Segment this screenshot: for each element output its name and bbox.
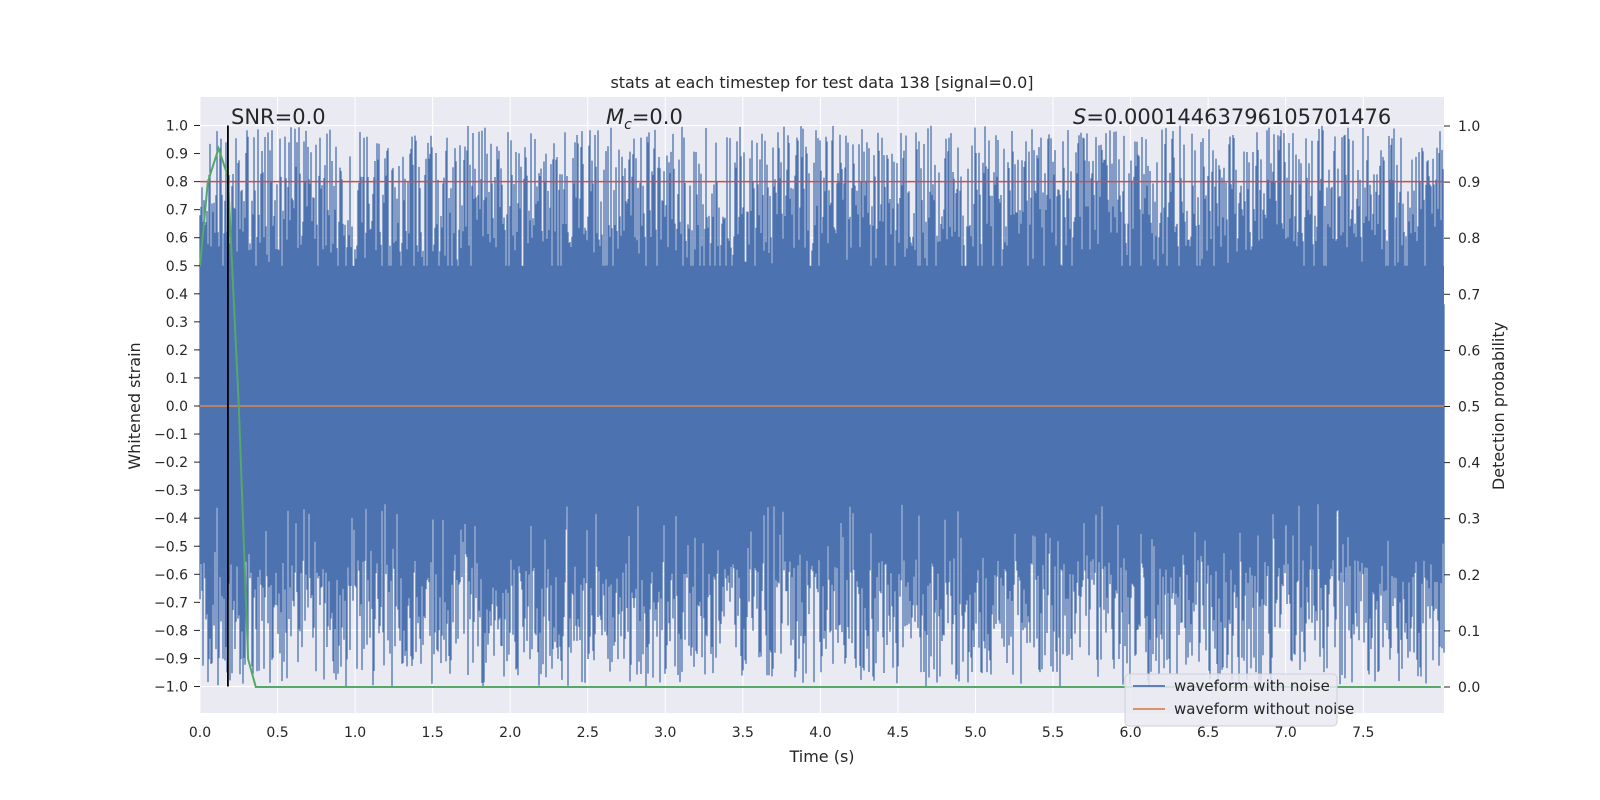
mc-annotation: Mc=0.0: [606, 105, 683, 133]
y-tick-label: −0.7: [154, 595, 188, 611]
y-ticks: 1.0 0.9 0.8 0.7 0.6 0.5 0.4 0.3 0.2 0.1 0.0 −0.1 −0.…: [154, 119, 200, 696]
x-tick-label: 6.0: [1119, 725, 1141, 741]
chart-title: stats at each timestep for test data 138…: [610, 73, 1033, 92]
y-tick-label: −0.9: [154, 651, 188, 667]
s-value: =0.00014463796105701476: [1086, 105, 1391, 129]
y2-tick-label: 0.6: [1458, 343, 1480, 359]
y-tick-label: 0.6: [166, 231, 188, 247]
noise-series: [199, 125, 1445, 687]
line-series: [199, 125, 1444, 688]
y-tick-label: 0.7: [166, 203, 188, 219]
y2-tick-label: 0.5: [1458, 400, 1480, 416]
y-tick-label: 0.9: [166, 147, 188, 163]
y2-tick-label: 1.0: [1458, 119, 1480, 135]
x-tick-label: 3.0: [654, 725, 676, 741]
mc-value: =0.0: [632, 105, 683, 129]
y2-axis-label: Detection probability: [1489, 322, 1508, 490]
y2-tick-label: 0.9: [1458, 175, 1480, 191]
y2-ticks: 1.0 0.9 0.8 0.7 0.6 0.5 0.4 0.3 0.2 0.1 0.0: [1444, 119, 1480, 696]
x-tick-label: 5.0: [964, 725, 986, 741]
y-tick-label: 0.1: [166, 371, 188, 387]
s-annotation: S=0.00014463796105701476: [1073, 105, 1391, 129]
mc-symbol: M: [606, 105, 624, 129]
y-tick-label: 1.0: [166, 119, 188, 135]
mc-subscript: c: [624, 117, 632, 133]
x-tick-label: 5.5: [1042, 725, 1064, 741]
y-tick-label: −0.3: [154, 483, 188, 499]
y-tick-label: −1.0: [154, 680, 188, 696]
y2-tick-label: 0.1: [1458, 624, 1480, 640]
y-tick-label: 0.2: [166, 343, 188, 359]
snr-annotation: SNR=0.0: [231, 105, 326, 129]
y2-tick-label: 0.4: [1458, 456, 1480, 472]
y-tick-label: 0.8: [166, 175, 188, 191]
y-axis-label: Whitened strain: [125, 342, 144, 469]
legend-box: [1124, 673, 1338, 727]
y2-tick-label: 0.2: [1458, 568, 1480, 584]
y-tick-label: 0.3: [166, 315, 188, 331]
detection-probability-line: [199, 145, 1441, 688]
y-tick-label: −0.2: [154, 455, 188, 471]
y-tick-label: 0.5: [166, 259, 188, 275]
x-tick-label: 2.5: [577, 725, 599, 741]
y2-tick-label: 0.3: [1458, 512, 1480, 528]
x-tick-label: 2.0: [499, 725, 521, 741]
y-tick-label: −0.4: [154, 511, 188, 527]
y2-tick-label: 0.8: [1458, 231, 1480, 247]
legend: waveform with noise waveform without noi…: [1124, 673, 1354, 727]
x-axis-label: Time (s): [788, 747, 854, 766]
x-tick-label: 3.5: [732, 725, 754, 741]
s-symbol: S: [1073, 105, 1086, 129]
y-tick-label: −0.1: [154, 427, 188, 443]
legend-label-clean: waveform without noise: [1174, 700, 1354, 718]
y-tick-label: −0.5: [154, 539, 188, 555]
x-tick-label: 1.0: [344, 725, 366, 741]
x-tick-label: 1.5: [422, 725, 444, 741]
y2-tick-label: 0.0: [1458, 680, 1480, 696]
y-tick-label: 0.0: [166, 399, 188, 415]
x-tick-label: 4.0: [809, 725, 831, 741]
y2-tick-label: 0.7: [1458, 287, 1480, 303]
x-tick-label: 0.5: [266, 725, 288, 741]
x-tick-label: 7.5: [1352, 725, 1374, 741]
legend-label-noise: waveform with noise: [1174, 677, 1330, 695]
x-tick-label: 0.0: [189, 725, 211, 741]
x-ticks: 0.0 0.5 1.0 1.5 2.0 2.5 3.0 3.5 4.0 4.5 5.0 5.5 6.0 6…: [189, 725, 1375, 741]
y-tick-label: −0.6: [154, 567, 188, 583]
x-tick-label: 4.5: [887, 725, 909, 741]
y-tick-label: 0.4: [166, 287, 188, 303]
x-tick-label: 7.0: [1275, 725, 1297, 741]
x-tick-label: 6.5: [1197, 725, 1219, 741]
y-tick-label: −0.8: [154, 623, 188, 639]
